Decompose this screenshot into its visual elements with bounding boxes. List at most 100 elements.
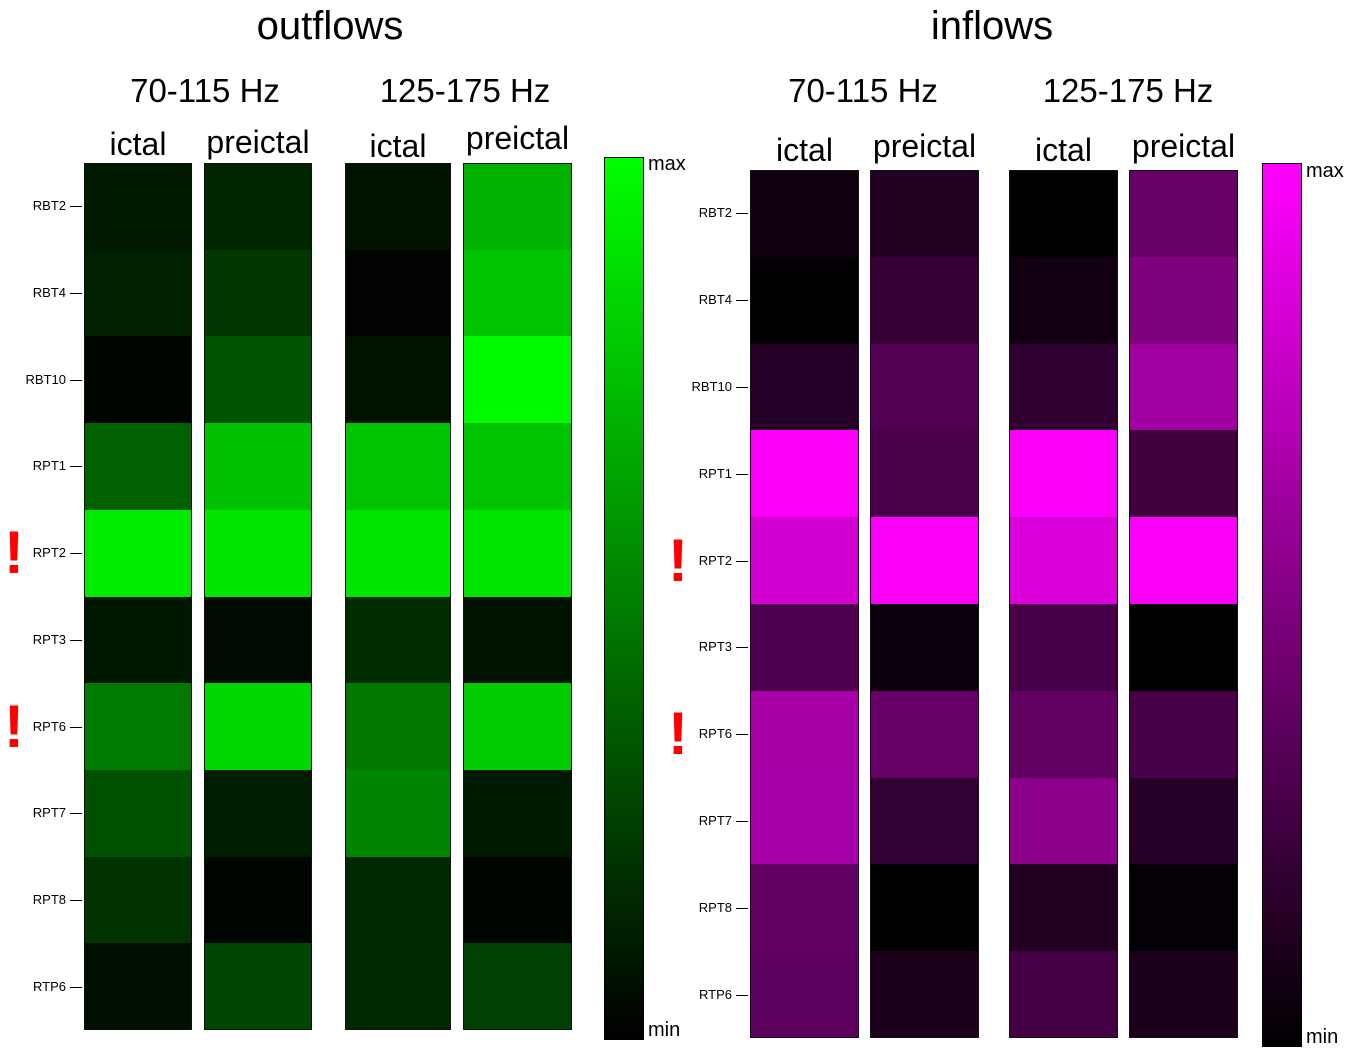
row-label: RTP6 — [33, 978, 66, 994]
row-tick — [736, 647, 748, 649]
column-title: preictal — [206, 124, 310, 160]
heatmap-cell — [1129, 517, 1238, 605]
heatmap-cell — [1129, 170, 1238, 258]
heatmap-cell — [1129, 864, 1238, 952]
heatmap-cell — [1009, 864, 1118, 952]
heatmap-cell — [1009, 690, 1118, 779]
row-label: RPT1 — [698, 465, 732, 481]
panel-title: outflows — [256, 4, 404, 48]
highlight-marker: ! — [668, 700, 688, 768]
row-label: RPT7 — [32, 805, 66, 821]
heatmap-cell — [345, 336, 451, 424]
heatmap-cell — [750, 951, 859, 1039]
row-label: RBT2 — [32, 198, 66, 214]
row-tick — [736, 300, 748, 302]
heatmap-cell — [463, 856, 572, 944]
heatmap-cell — [345, 509, 451, 597]
row-label: RBT4 — [698, 292, 732, 308]
heatmap-cell — [750, 777, 859, 865]
heatmap-cell — [1009, 343, 1118, 431]
heatmap-cell — [750, 256, 859, 345]
panel-title: inflows — [930, 4, 1054, 48]
heatmap-cell — [463, 249, 572, 337]
heatmap-cell — [345, 423, 451, 511]
row-label: RBT10 — [25, 371, 66, 387]
heatmap-cell — [204, 943, 312, 1031]
heatmap-cell — [345, 163, 451, 251]
row-label: RPT6 — [32, 718, 66, 734]
column-frame — [750, 170, 859, 1038]
frequency-band-title: 70-115 Hz — [130, 72, 280, 109]
row-label: RPT6 — [698, 726, 732, 742]
heatmap-cell — [204, 769, 312, 858]
heatmap-cell — [84, 509, 192, 597]
heatmap-cell — [750, 690, 859, 779]
row-tick — [70, 986, 82, 988]
column-title: ictal — [776, 132, 833, 168]
row-tick — [70, 813, 82, 815]
colorbar-min-label: min — [1306, 1026, 1339, 1048]
heatmap-cell — [750, 430, 859, 518]
column-frame — [204, 163, 312, 1030]
heatmap-cell — [870, 777, 979, 865]
frequency-band-title: 125-175 Hz — [379, 72, 551, 109]
heatmap-cell — [204, 423, 312, 511]
heatmap-cell — [204, 163, 312, 251]
heatmap-cell — [345, 943, 451, 1031]
heatmap-cell — [345, 683, 451, 771]
heatmap-cell — [84, 336, 192, 424]
heatmap-cell — [84, 423, 192, 511]
heatmap-cell — [84, 769, 192, 858]
heatmap-cell — [84, 856, 192, 944]
heatmap-cell — [870, 604, 979, 692]
row-label: RPT3 — [32, 631, 66, 647]
row-tick — [736, 213, 748, 215]
heatmap-cell — [870, 343, 979, 431]
heatmap-cell — [870, 430, 979, 518]
heatmap-cell — [870, 517, 979, 605]
heatmap-cell — [463, 769, 572, 858]
row-label: RTP6 — [699, 986, 732, 1002]
frequency-band-title: 70-115 Hz — [788, 72, 938, 109]
heatmap-cell — [84, 249, 192, 337]
heatmap-cell — [1009, 604, 1118, 692]
highlight-marker: ! — [4, 692, 24, 760]
heatmap-cell — [204, 249, 312, 337]
row-tick — [70, 639, 82, 641]
column-frame — [1129, 170, 1238, 1038]
row-tick — [736, 387, 748, 388]
heatmap-cell — [870, 951, 979, 1039]
row-label: RPT3 — [698, 639, 732, 655]
row-tick — [70, 379, 82, 381]
heatmap-cell — [1129, 690, 1238, 779]
heatmap-cell — [463, 596, 572, 684]
row-tick — [70, 726, 82, 728]
colorbar — [1262, 163, 1302, 1047]
heatmap-cell — [1129, 777, 1238, 865]
colorbar-min-label: min — [648, 1019, 681, 1041]
heatmap-cell — [750, 170, 859, 258]
heatmap-cell — [204, 336, 312, 424]
row-label: RPT7 — [698, 813, 732, 828]
heatmap-cell — [870, 690, 979, 779]
heatmap-cell — [84, 943, 192, 1031]
heatmap-cell — [463, 509, 572, 597]
highlight-marker: ! — [4, 519, 24, 587]
row-tick — [70, 293, 82, 295]
heatmap-cell — [345, 249, 451, 337]
row-tick — [736, 734, 748, 736]
row-tick — [70, 899, 82, 901]
column-title: preictal — [1131, 128, 1236, 164]
row-label: RBT10 — [691, 379, 732, 394]
colorbar — [604, 157, 644, 1040]
column-title: ictal — [1035, 132, 1092, 168]
row-tick — [70, 553, 82, 555]
row-label: RPT8 — [32, 891, 66, 907]
column-frame — [1009, 170, 1118, 1038]
heatmap-cell — [1129, 343, 1238, 431]
heatmap-cell — [1129, 430, 1238, 518]
column-frame — [84, 163, 192, 1030]
column-title: preictal — [872, 128, 977, 164]
heatmap-cell — [345, 856, 451, 944]
highlight-marker: ! — [668, 526, 688, 594]
